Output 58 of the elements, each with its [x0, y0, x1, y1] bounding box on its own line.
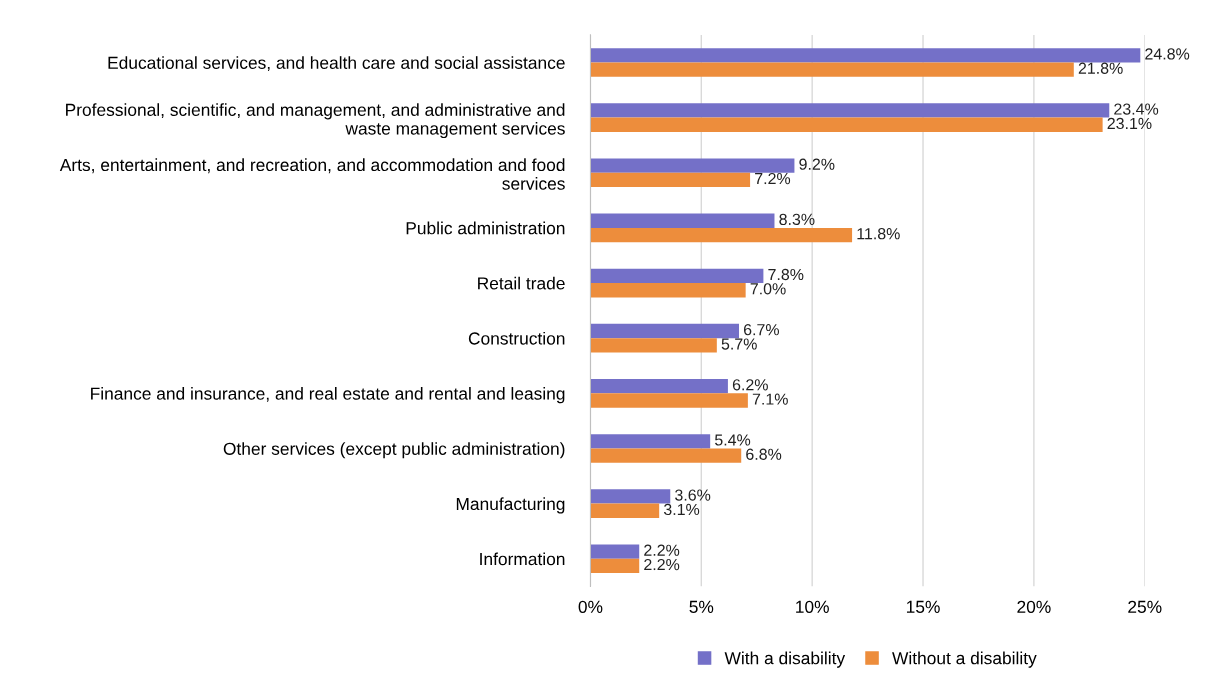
bar [590, 323, 739, 339]
bar [590, 48, 1141, 63]
data-label: 6.8% [746, 448, 782, 460]
data-label: 21.8% [1078, 62, 1123, 74]
data-label: 5.7% [721, 338, 757, 350]
bar [590, 503, 660, 518]
x-tick-label: 0% [578, 600, 603, 613]
data-label: 3.1% [663, 503, 700, 516]
data-label: 7.8% [768, 268, 804, 281]
bar [590, 172, 751, 188]
y-tick-label: Public administration [406, 221, 565, 235]
y-tick-label: Professional, scientific, and management, and administrative and waste management services [66, 103, 565, 139]
x-tick-label: 10% [796, 600, 829, 613]
y-tick-label: Other services (except public administration) [223, 442, 565, 459]
bar [590, 117, 1103, 132]
bar [590, 489, 671, 504]
x-tick-label: 15% [906, 600, 940, 613]
bar [590, 338, 717, 353]
bar [590, 544, 640, 559]
data-label: 2.2% [644, 544, 680, 556]
bar [590, 283, 746, 298]
data-label: 6.2% [732, 379, 768, 391]
data-label: 6.7% [743, 323, 780, 336]
y-tick-label: Information [480, 552, 565, 566]
bar [590, 393, 748, 408]
bar [590, 213, 775, 228]
data-label: 7.2% [755, 172, 791, 185]
data-label: 5.4% [714, 434, 751, 446]
data-label: 11.8% [857, 228, 900, 240]
bar [590, 227, 853, 243]
y-tick-label: Arts, entertainment, and recreation, and accommodation and food services [59, 158, 565, 190]
data-label: 23.1% [1107, 117, 1152, 130]
bar [590, 158, 795, 173]
data-label: 23.4% [1114, 103, 1159, 115]
bar [590, 448, 742, 463]
legend-label: Without a disability [892, 651, 1037, 668]
y-tick-label: Manufacturing [456, 497, 565, 514]
bar [590, 558, 640, 574]
y-tick-label: Educational services, and health care and social assistance [108, 56, 565, 71]
y-tick-label: Finance and insurance, and real estate and rental and leasing [91, 387, 565, 404]
y-tick-label: Retail trade [478, 276, 565, 290]
x-tick-label: 25% [1128, 600, 1162, 613]
bar [590, 268, 764, 284]
data-label: 24.8% [1145, 48, 1190, 60]
data-label: 3.6% [675, 489, 711, 501]
data-label: 7.1% [752, 393, 788, 405]
x-tick-label: 5% [689, 600, 714, 613]
data-label: 8.3% [779, 213, 815, 226]
bar [590, 103, 1110, 118]
data-label: 9.2% [799, 158, 835, 170]
y-tick-label: Construction [468, 331, 565, 345]
data-label: 7.0% [750, 283, 786, 295]
bar [590, 62, 1074, 77]
bar [590, 378, 728, 394]
data-label: 2.2% [644, 558, 680, 571]
bar [590, 434, 711, 449]
legend-label: With a disability [724, 651, 846, 668]
x-tick-label: 20% [1017, 600, 1051, 613]
